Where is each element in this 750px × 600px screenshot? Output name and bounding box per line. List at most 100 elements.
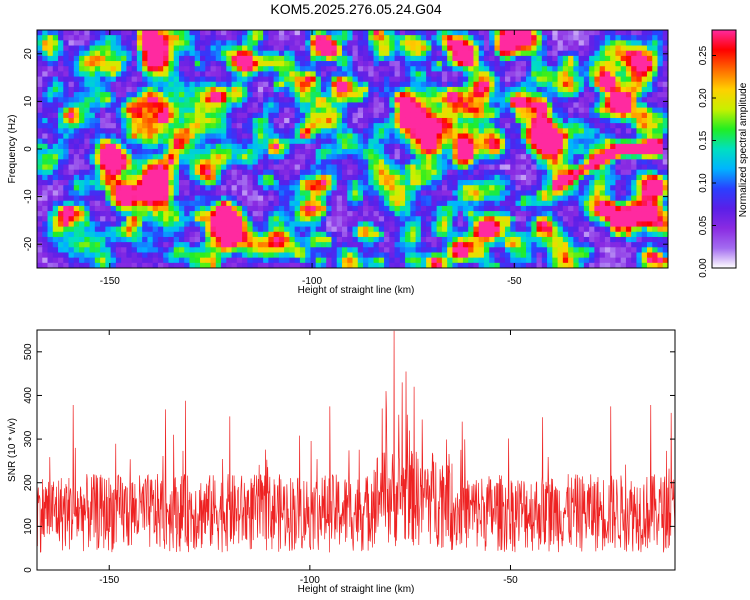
spectrogram-cell bbox=[520, 128, 527, 135]
spectrogram-cell bbox=[242, 71, 248, 78]
spectrogram-cell bbox=[389, 117, 396, 124]
spectrogram-cell bbox=[278, 205, 285, 212]
spectrogram-cell bbox=[52, 211, 59, 217]
spectrogram-cell bbox=[173, 61, 180, 67]
spectrogram-cell bbox=[368, 76, 375, 83]
spectrogram-cell bbox=[531, 195, 538, 202]
spectrogram-cell bbox=[589, 30, 595, 36]
spectrogram-cell bbox=[273, 216, 280, 223]
spectrogram-cell bbox=[583, 200, 590, 207]
spectrogram-cell bbox=[84, 200, 91, 207]
spectrogram-cell bbox=[168, 174, 175, 181]
spectrogram-cell bbox=[457, 61, 464, 67]
spectrogram-cell bbox=[294, 81, 301, 88]
spectrogram-cell bbox=[331, 216, 338, 223]
spectrogram-cell bbox=[478, 226, 485, 233]
spectrogram-cell bbox=[399, 50, 406, 57]
spectrogram-cell bbox=[594, 102, 601, 109]
spectrogram-cell bbox=[200, 242, 206, 248]
spectrogram-cell bbox=[100, 236, 106, 243]
spectrogram-cell bbox=[131, 66, 138, 72]
spectrogram-cell bbox=[620, 231, 627, 238]
spectrogram-cell bbox=[268, 242, 275, 248]
spectrogram-cell bbox=[662, 205, 668, 212]
spectrogram-cell bbox=[252, 180, 259, 186]
spectrogram-cell bbox=[94, 50, 101, 57]
spectrogram-cell bbox=[489, 231, 496, 238]
spectrogram-cell bbox=[200, 200, 206, 207]
spectrogram-cell bbox=[641, 92, 648, 98]
spectrogram-cell bbox=[205, 40, 212, 47]
spectrogram-cell bbox=[289, 86, 296, 93]
spectrogram-cell bbox=[604, 97, 611, 104]
spectrogram-cell bbox=[583, 76, 590, 83]
spectrogram-cell bbox=[126, 97, 133, 104]
spectrogram-cell bbox=[499, 138, 506, 145]
spectrogram-cell bbox=[531, 226, 538, 233]
spectrogram-cell bbox=[341, 107, 348, 114]
spectrogram-cell bbox=[131, 154, 138, 160]
spectrogram-cell bbox=[178, 143, 185, 150]
spectrogram-cell bbox=[42, 195, 49, 202]
spectrogram-cell bbox=[336, 143, 343, 150]
spectrogram-cell bbox=[352, 45, 359, 52]
spectrogram-cell bbox=[384, 185, 390, 191]
spectrogram-cell bbox=[331, 226, 338, 233]
spectrogram-cell bbox=[52, 40, 59, 47]
spectrogram-cell bbox=[520, 92, 527, 98]
spectrogram-cell bbox=[399, 200, 406, 207]
spectrogram-cell bbox=[42, 226, 49, 233]
spectrogram-cell bbox=[168, 180, 175, 186]
spectrogram-cell bbox=[221, 86, 227, 93]
spectrogram-cell bbox=[58, 200, 64, 207]
spectrogram-cell bbox=[499, 40, 506, 47]
spectrogram-cell bbox=[562, 154, 569, 160]
spectrogram-cell bbox=[552, 169, 559, 176]
spectrogram-cell bbox=[389, 35, 396, 41]
spectrogram-cell bbox=[194, 236, 201, 243]
spectrogram-cell bbox=[531, 185, 538, 191]
spectrogram-cell bbox=[547, 200, 553, 207]
spectrogram-cell bbox=[47, 138, 54, 145]
spectrogram-cell bbox=[384, 117, 390, 124]
spectrogram-cell bbox=[573, 102, 580, 109]
spectrogram-cell bbox=[47, 236, 54, 243]
spectrogram-cell bbox=[473, 205, 480, 212]
spectrogram-cell bbox=[47, 71, 54, 78]
spectrogram-cell bbox=[604, 55, 611, 62]
spectrogram-cell bbox=[131, 133, 138, 140]
spectrogram-cell bbox=[494, 55, 501, 62]
spectrogram-cell bbox=[363, 205, 369, 212]
spectrogram-cell bbox=[410, 102, 417, 109]
spectrogram-cell bbox=[447, 236, 454, 243]
spectrogram-cell bbox=[452, 143, 459, 150]
spectrogram-cell bbox=[126, 138, 133, 145]
spectrogram-cell bbox=[436, 138, 443, 145]
spectrogram-cell bbox=[110, 86, 117, 93]
spectrogram-cell bbox=[536, 50, 543, 57]
spectrogram-cell bbox=[594, 128, 601, 135]
spectrogram-cell bbox=[620, 66, 627, 72]
spectrogram-cell bbox=[610, 128, 617, 135]
spectrogram-cell bbox=[604, 107, 611, 114]
spectrogram-cell bbox=[184, 236, 191, 243]
spectrogram-cell bbox=[315, 61, 322, 67]
spectrogram-cell bbox=[320, 50, 327, 57]
spectrogram-cell bbox=[441, 200, 448, 207]
spectrogram-cell bbox=[105, 40, 112, 47]
spectrogram-cell bbox=[68, 107, 75, 114]
spectrogram-cell bbox=[652, 221, 659, 228]
spectrogram-cell bbox=[252, 205, 259, 212]
spectrogram-cell bbox=[536, 66, 543, 72]
spectrogram-cell bbox=[63, 45, 70, 52]
spectrogram-cell bbox=[231, 154, 238, 160]
spectrogram-cell bbox=[289, 159, 296, 166]
spectrogram-cell bbox=[42, 174, 49, 181]
spectrogram-cell bbox=[578, 180, 585, 186]
spectrogram-cell bbox=[247, 66, 254, 72]
spectrogram-cell bbox=[273, 112, 280, 119]
spectrogram-cell bbox=[604, 40, 611, 47]
spectrogram-cell bbox=[278, 40, 285, 47]
spectrogram-cell bbox=[531, 164, 538, 171]
spectrogram-cell bbox=[305, 154, 312, 160]
